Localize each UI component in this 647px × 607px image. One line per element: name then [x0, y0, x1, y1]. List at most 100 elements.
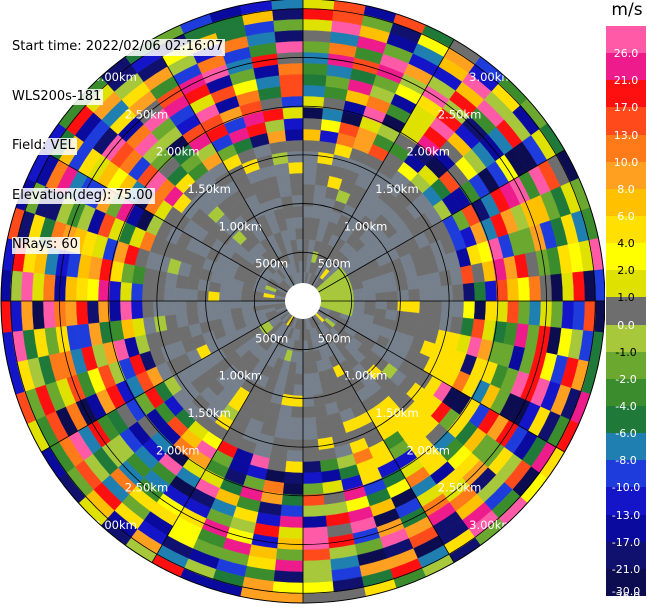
colorbar-cell: 26.0	[606, 26, 646, 59]
radar-bin	[240, 300, 253, 308]
radar-bin	[20, 271, 34, 302]
azimuth-spoke	[41, 309, 288, 453]
radar-bin	[64, 300, 78, 327]
radar-bin	[174, 287, 187, 302]
radar-bin	[302, 216, 312, 229]
range-ring-label: 1.50km	[375, 182, 418, 196]
radar-bin	[282, 482, 304, 496]
colorbar-tick-min: -30.0	[611, 585, 641, 598]
radar-bin	[302, 0, 335, 10]
radar-bin	[473, 281, 487, 302]
radar-bin	[302, 373, 312, 386]
azimuth-spoke	[151, 39, 295, 286]
radar-bin	[290, 183, 304, 196]
radar-bin	[528, 300, 542, 327]
azimuth-spoke	[318, 309, 565, 453]
radar-bin	[386, 290, 399, 302]
range-ring-label: 2.00km	[407, 145, 450, 159]
instrument-label: WLS200s-181	[12, 88, 104, 105]
radar-bin	[417, 313, 431, 328]
radar-bin	[163, 286, 176, 302]
radar-bin	[292, 205, 304, 218]
radar-bin	[42, 300, 56, 329]
colorbar-tick-label: -1.0	[615, 345, 637, 359]
radar-bin	[386, 300, 399, 312]
radar-bin	[218, 292, 231, 302]
colorbar-cell: -2.0	[606, 351, 646, 385]
radar-bin	[451, 300, 465, 319]
radar-bin	[506, 300, 520, 324]
radar-bin	[278, 184, 293, 198]
colorbar-cell: -21.0	[606, 541, 646, 575]
radar-bin	[315, 415, 330, 429]
radar-bin	[302, 128, 322, 142]
elevation-label: Elevation(deg): 75.00	[12, 187, 155, 204]
radar-bin	[288, 428, 304, 441]
radar-bin	[528, 275, 542, 302]
radar-bin	[196, 300, 209, 313]
radar-bin	[287, 439, 304, 452]
colorbar-tick-label: -17.0	[611, 535, 641, 549]
range-ring-label: 2.50km	[438, 481, 481, 495]
colorbar-tick-label: 4.0	[617, 237, 635, 251]
radar-bin	[430, 286, 443, 302]
radar-bin	[86, 278, 100, 302]
radar-bin	[292, 384, 304, 397]
colorbar-tick-label: 6.0	[617, 209, 635, 223]
radar-bin	[163, 300, 176, 316]
radar-bin	[175, 274, 189, 289]
range-ring-label: 2.00km	[156, 443, 199, 457]
radar-bin	[277, 62, 304, 76]
radar-bin	[302, 340, 309, 353]
radar-bin	[279, 73, 304, 87]
radar-bin	[302, 504, 326, 518]
radar-bin	[229, 300, 242, 309]
radar-bin	[517, 277, 531, 302]
radar-bin	[108, 300, 122, 322]
radar-bin	[275, 40, 304, 54]
radar-bin	[302, 384, 314, 397]
radar-bin	[290, 406, 304, 419]
colorbar-cell: -13.0	[606, 487, 646, 521]
radar-bin	[274, 29, 304, 43]
colorbar-tick-label: 13.0	[613, 128, 639, 142]
radar-bin	[294, 216, 304, 229]
radar-bin	[302, 395, 315, 408]
radar-bin	[484, 280, 498, 302]
radar-bin	[284, 460, 304, 474]
radar-bin	[277, 526, 304, 540]
radar-bin	[419, 287, 432, 302]
radar-bin	[273, 18, 304, 32]
range-ring-label: 2.00km	[156, 145, 199, 159]
radar-bin	[75, 277, 89, 302]
radar-bin	[295, 227, 304, 240]
colorbar-tick-label: 17.0	[613, 101, 639, 115]
range-ring-label: 2.50km	[438, 107, 481, 121]
range-ring-label: 1.00km	[344, 219, 387, 233]
colorbar-cell: 17.0	[606, 80, 646, 113]
radar-bin	[397, 300, 410, 313]
radar-bin	[273, 570, 304, 584]
radar-bin	[313, 404, 328, 418]
range-ring-label: 1.00km	[344, 369, 387, 383]
radar-bin	[462, 300, 476, 320]
radar-bin	[251, 300, 264, 307]
radar-bin	[397, 289, 410, 302]
radar-bin	[31, 300, 45, 330]
radar-bin	[276, 173, 291, 187]
radar-bin	[302, 194, 315, 207]
radar-bin	[517, 300, 531, 325]
colorbar-tick-label: -26.0	[611, 589, 641, 603]
radar-bin	[302, 62, 329, 76]
radar-bin	[561, 272, 575, 302]
colorbar-cell: 4.0	[606, 215, 646, 249]
radar-bin	[302, 117, 323, 131]
azimuth-spoke	[311, 39, 455, 286]
colorbar-tick-label: 0.0	[617, 318, 635, 332]
radar-bin	[291, 194, 304, 207]
range-ring-label: 1.50km	[187, 182, 230, 196]
radar-bin	[119, 300, 133, 321]
radar-bin	[197, 310, 211, 324]
radar-bin	[282, 106, 304, 120]
radar-bin	[141, 283, 155, 302]
